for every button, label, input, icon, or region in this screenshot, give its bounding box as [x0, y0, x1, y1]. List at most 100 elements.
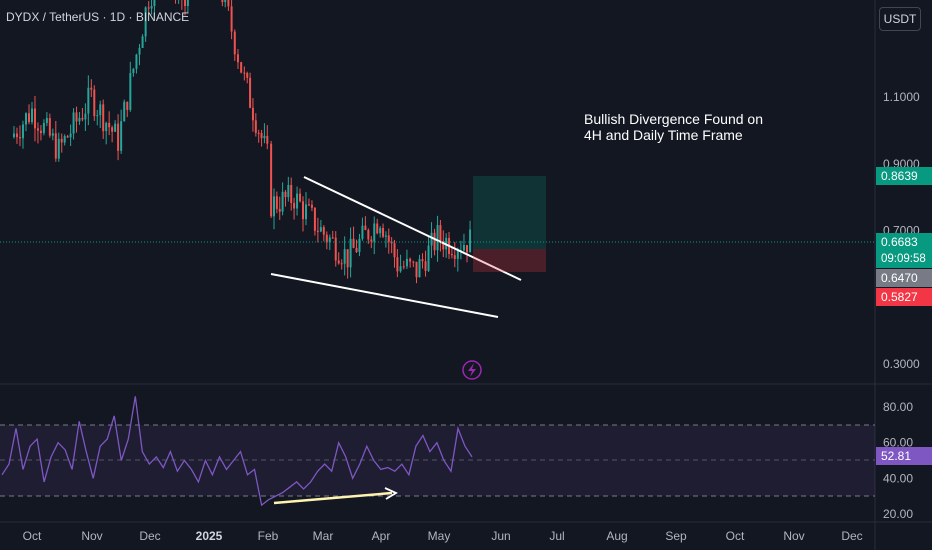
candle-body — [316, 230, 319, 232]
currency-button[interactable]: USDT — [879, 7, 921, 31]
drawings[interactable] — [270, 176, 546, 318]
candle-body — [355, 247, 358, 253]
wedge-upper-trendline[interactable] — [303, 176, 522, 281]
candle-body — [415, 261, 418, 278]
candle-body — [246, 73, 249, 78]
candle-body — [27, 113, 30, 123]
x-tick-label: Feb — [258, 529, 279, 543]
candle-body — [412, 261, 415, 263]
candle-body — [313, 207, 316, 231]
candle-body — [105, 122, 108, 132]
x-tick-label: Aug — [606, 529, 627, 543]
currency-button-label: USDT — [883, 12, 917, 26]
candle-body — [230, 6, 233, 32]
candle-body — [387, 235, 390, 242]
candle-body — [249, 77, 252, 108]
x-tick-label: Nov — [783, 529, 804, 543]
x-tick-label: May — [428, 529, 451, 543]
candle-body — [96, 115, 99, 117]
wedge-lower-trendline[interactable] — [270, 273, 499, 318]
candle-body — [409, 258, 412, 262]
candle-body — [272, 196, 275, 217]
candle-body — [439, 225, 442, 241]
candle-body — [284, 191, 287, 198]
candle-body — [99, 104, 102, 116]
price-tags: 0.8639 0.6683 09:09:58 0.6470 0.5827 52.81 — [876, 167, 932, 465]
candle-body — [243, 72, 246, 74]
symbol-title[interactable]: DYDX / TetherUS · 1D · BINANCE — [6, 10, 190, 24]
candle-body — [135, 54, 138, 69]
candle-body — [251, 107, 254, 121]
candle-body — [54, 133, 57, 159]
candle-body — [123, 101, 126, 122]
candle-body — [340, 263, 343, 265]
candle-body — [319, 227, 322, 232]
candle-body — [270, 143, 273, 217]
x-tick-label: Dec — [841, 529, 862, 543]
candle-body — [69, 133, 72, 138]
candle-body — [456, 250, 459, 259]
candle-body — [138, 47, 141, 55]
candle-body — [325, 234, 328, 243]
candle-body — [287, 184, 290, 198]
x-tick-label: Jun — [491, 529, 510, 543]
candle-body — [224, 0, 227, 3]
candle-body — [90, 87, 93, 90]
candle-body — [430, 232, 433, 246]
candle-body — [141, 36, 144, 48]
candle-body — [66, 136, 69, 138]
rsi-band — [0, 425, 875, 496]
candle-body — [31, 108, 33, 123]
candle-body — [370, 239, 373, 242]
time-axis[interactable]: Oct Nov Dec 2025 Feb Mar Apr May Jun Jul Aug Sep Oct… — [23, 529, 863, 543]
candle-body — [60, 138, 63, 143]
candle-body — [436, 225, 439, 251]
candle-body — [379, 227, 382, 234]
candle-body — [453, 255, 456, 259]
x-tick-label: Mar — [313, 529, 334, 543]
x-tick-label: Apr — [372, 529, 391, 543]
rsi-tick-label: 20.00 — [883, 507, 913, 521]
candle-body — [334, 237, 337, 261]
candle-body — [240, 62, 243, 73]
entry-price-tag-bg — [876, 269, 932, 287]
candle-body — [48, 118, 51, 136]
candle-body — [81, 117, 84, 120]
candle-body — [45, 118, 48, 124]
candle-body — [421, 259, 424, 262]
candle-body — [281, 191, 284, 212]
candle-body — [275, 196, 278, 209]
candle-body — [120, 121, 123, 151]
candle-body — [293, 202, 296, 209]
rsi-tick-label: 40.00 — [883, 471, 913, 485]
candle-body — [144, 7, 147, 37]
stop-loss-tag-bg — [876, 288, 932, 306]
candle-body — [117, 123, 120, 151]
candle-body — [260, 132, 263, 139]
rsi-axis[interactable]: 80.00 60.00 40.00 20.00 — [883, 400, 913, 521]
candle-body — [18, 137, 21, 139]
candle-body — [322, 227, 325, 235]
annotation-text[interactable]: Bullish Divergence Found on 4H and Daily… — [584, 111, 763, 143]
stop-loss-zone[interactable] — [473, 249, 546, 272]
candle-body — [424, 261, 427, 271]
candle-body — [307, 204, 310, 206]
candle-body — [418, 259, 421, 278]
y-tick-label: 0.3000 — [883, 357, 920, 371]
candle-body — [367, 229, 370, 240]
rsi-divergence-line[interactable] — [273, 491, 393, 505]
candle-body — [361, 225, 364, 239]
candle-body — [396, 257, 399, 272]
candle-body — [186, 0, 189, 7]
candle-body — [376, 223, 379, 234]
candle-body — [462, 245, 465, 251]
candle-body — [150, 6, 153, 9]
alert-icon[interactable] — [462, 360, 482, 380]
candle-body — [15, 133, 18, 138]
countdown-label: 09:09:58 — [881, 253, 926, 265]
candle-body — [12, 133, 15, 138]
annotation-line-2: 4H and Daily Time Frame — [584, 127, 743, 143]
take-profit-zone[interactable] — [473, 176, 546, 249]
